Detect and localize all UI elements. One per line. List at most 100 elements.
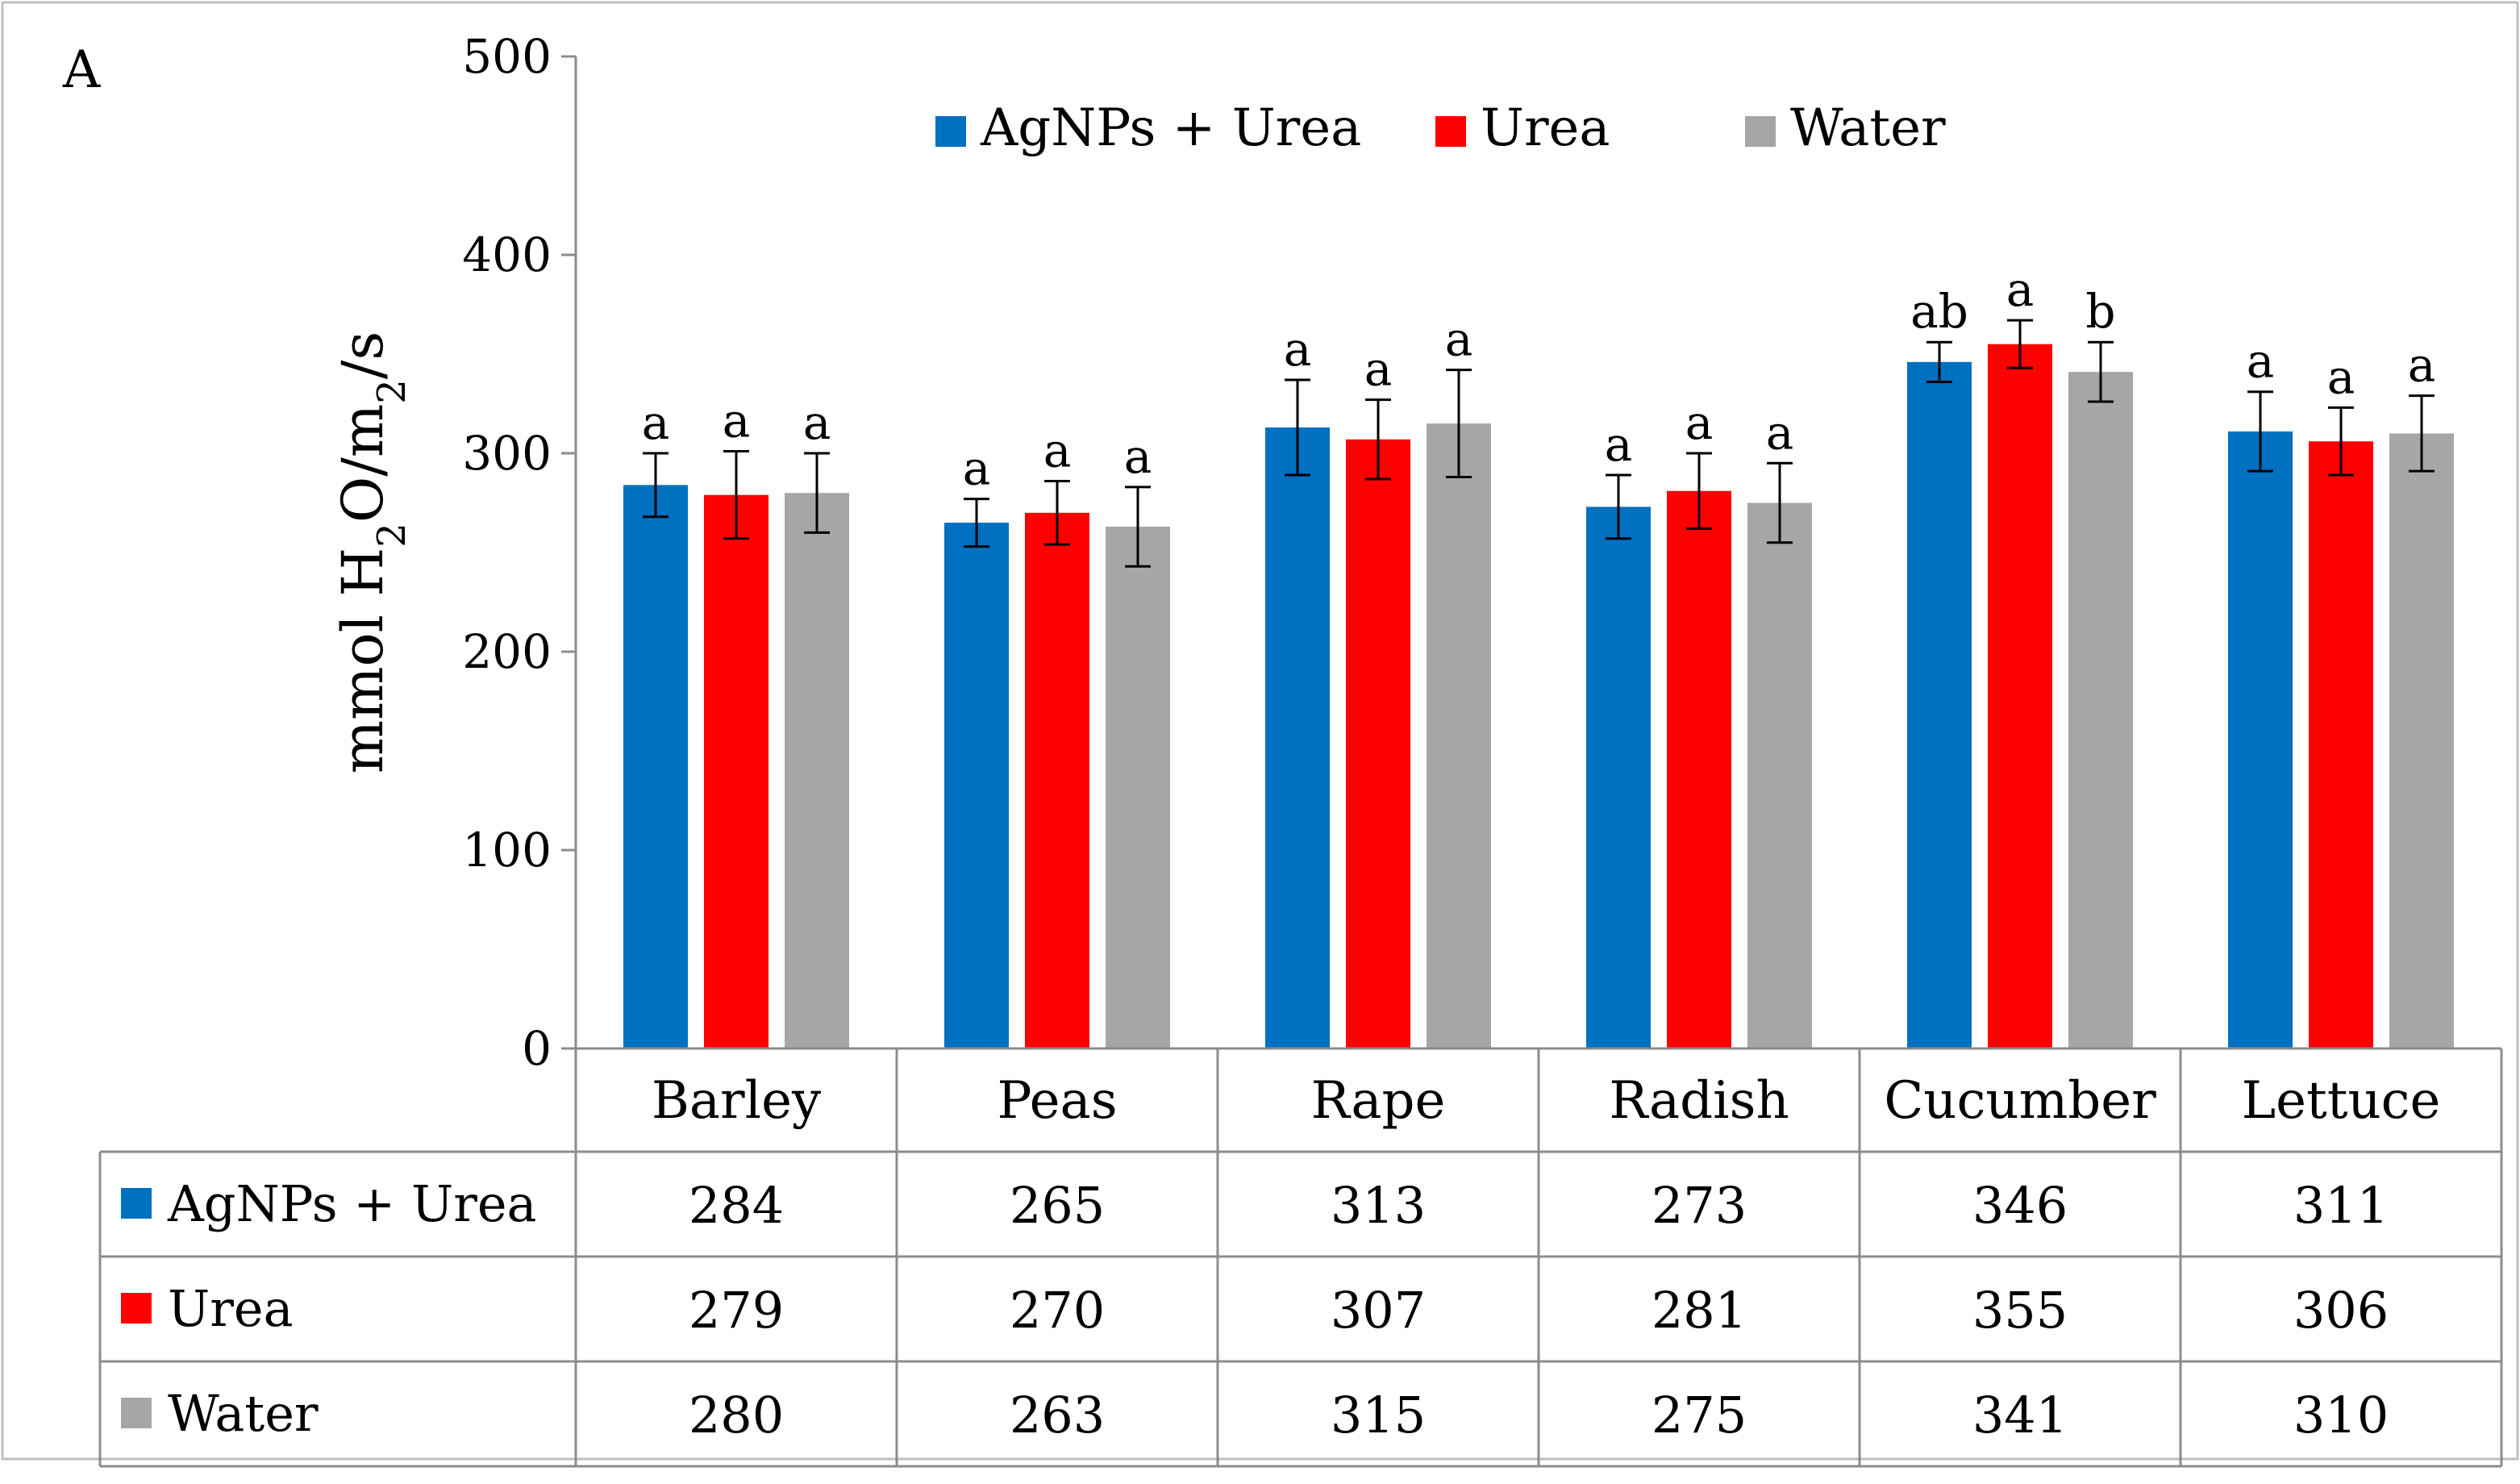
category-label-rape: Rape — [1311, 1071, 1446, 1131]
error-bar — [1767, 461, 1793, 544]
legend-label: Water — [1790, 98, 1946, 158]
table-row: Urea 279 270 307 281 355 306 — [121, 1279, 2389, 1340]
significance-letter: a — [2247, 334, 2275, 389]
bar-agnps-urea-peas — [944, 523, 1009, 1048]
significance-letter: a — [963, 441, 991, 496]
error-bar — [643, 452, 669, 519]
y-axis-label-subscript: 2 — [369, 523, 414, 548]
table-cell: 346 — [1972, 1176, 2068, 1235]
y-axis-label-subscript: 2 — [369, 379, 414, 404]
error-bar — [804, 452, 830, 534]
data-table: Barley Peas Rape Radish Cucumber Lettuce AgNPs… — [98, 1047, 2503, 1468]
table-cell: 355 — [1972, 1281, 2068, 1340]
significance-letter: a — [1605, 417, 1633, 472]
error-bar — [2007, 319, 2033, 369]
significance-letter: a — [803, 395, 831, 450]
bar-agnps-urea-radish — [1586, 506, 1651, 1048]
legend: AgNPs + Urea Urea Water — [935, 98, 1946, 158]
table-cell: 341 — [1972, 1386, 2068, 1444]
error-bar — [1446, 369, 1472, 479]
error-bar — [2247, 390, 2273, 473]
table-row: AgNPs + Urea 284 265 313 273 346 311 — [121, 1174, 2389, 1235]
error-bar — [1044, 479, 1070, 546]
table-cell: 275 — [1652, 1386, 1747, 1444]
bar-water-peas — [1106, 527, 1170, 1048]
y-tick-label: 100 — [462, 823, 552, 877]
table-cell: 263 — [1010, 1386, 1105, 1444]
bar-agnps-urea-lettuce — [2228, 431, 2293, 1048]
y-axis-label: mmol H2O/m2/s — [330, 331, 414, 774]
table-row-header: Water — [168, 1384, 319, 1443]
table-row-header: Urea — [168, 1279, 294, 1338]
error-bar — [1926, 340, 1952, 383]
error-bar — [964, 498, 989, 548]
bar-agnps-urea-cucumber — [1907, 361, 1972, 1049]
table-cell: 310 — [2293, 1386, 2389, 1444]
table-row-swatch — [121, 1293, 152, 1324]
bar-agnps-urea-rape — [1265, 427, 1330, 1048]
significance-letter: a — [2006, 262, 2035, 317]
bar-water-lettuce — [2389, 433, 2454, 1048]
bar-agnps-urea-barley — [623, 485, 688, 1048]
y-axis-label-part: mmol H — [330, 548, 396, 774]
significance-letter: a — [1445, 312, 1473, 367]
significance-letter: a — [1043, 423, 1072, 477]
bar-urea-cucumber — [1988, 344, 2052, 1048]
table-cell: 280 — [689, 1386, 784, 1444]
table-cell: 284 — [689, 1176, 784, 1235]
legend-label: Urea — [1481, 98, 1610, 158]
significance-letter: b — [2085, 284, 2115, 339]
error-bar — [1686, 452, 1712, 530]
category-label-barley: Barley — [652, 1071, 821, 1131]
error-bar — [1606, 473, 1631, 540]
y-tick-label: 200 — [462, 624, 552, 679]
bar-urea-radish — [1667, 490, 1731, 1048]
error-bar — [2088, 340, 2114, 403]
significance-letter: a — [1284, 322, 1312, 377]
table-cell: 311 — [2293, 1176, 2389, 1235]
table-row-swatch — [121, 1188, 152, 1219]
category-label-lettuce: Lettuce — [2242, 1071, 2441, 1131]
table-cell: 307 — [1331, 1281, 1426, 1340]
significance-letter: a — [642, 395, 670, 450]
table-cell: 279 — [689, 1281, 784, 1340]
error-bar — [1285, 378, 1310, 477]
y-tick-label: 400 — [462, 227, 552, 282]
bar-urea-barley — [704, 494, 768, 1048]
error-bar — [1125, 486, 1151, 568]
table-row-header: AgNPs + Urea — [167, 1174, 537, 1233]
table-cell: 265 — [1010, 1176, 1105, 1235]
y-tick-label: 0 — [522, 1021, 552, 1076]
bar-urea-peas — [1025, 512, 1089, 1048]
category-label-cucumber: Cucumber — [1884, 1071, 2156, 1131]
significance-letter: a — [2408, 338, 2436, 393]
significance-letter: a — [723, 394, 751, 448]
y-tick-label: 500 — [462, 29, 552, 84]
bar-water-radish — [1747, 502, 1812, 1048]
table-cell: 281 — [1652, 1281, 1747, 1340]
significance-letter: a — [1766, 405, 1794, 460]
bar-urea-rape — [1346, 439, 1410, 1048]
y-axis-label-part: /s — [330, 331, 396, 380]
table-cell: 270 — [1010, 1281, 1105, 1340]
legend-swatch — [935, 116, 966, 147]
bar-water-rape — [1427, 423, 1491, 1048]
significance-letter: a — [1364, 342, 1393, 397]
error-bar — [1365, 398, 1391, 481]
legend-label: AgNPs + Urea — [980, 98, 1361, 158]
significance-letter: ab — [1910, 284, 1968, 339]
table-cell: 315 — [1331, 1386, 1426, 1444]
table-cell: 306 — [2293, 1281, 2389, 1340]
y-axis-label-part: O/m — [330, 404, 396, 523]
bar-water-barley — [785, 493, 849, 1048]
bar-water-cucumber — [2068, 372, 2133, 1048]
significance-letter: a — [2327, 349, 2355, 404]
significance-letter: a — [1685, 395, 1714, 450]
legend-swatch — [1745, 116, 1776, 147]
significance-letter: a — [1124, 429, 1152, 484]
error-bar — [723, 450, 749, 540]
